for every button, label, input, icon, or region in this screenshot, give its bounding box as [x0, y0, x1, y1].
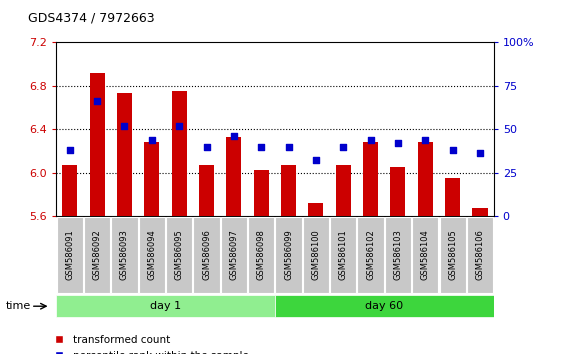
Point — [476, 151, 485, 156]
Point — [148, 137, 157, 142]
Text: time: time — [6, 301, 31, 311]
Text: GSM586091: GSM586091 — [65, 229, 74, 280]
FancyBboxPatch shape — [220, 217, 247, 293]
FancyBboxPatch shape — [248, 217, 274, 293]
FancyBboxPatch shape — [139, 217, 165, 293]
Bar — [281, 165, 296, 216]
Bar — [199, 165, 214, 216]
FancyBboxPatch shape — [303, 217, 329, 293]
FancyBboxPatch shape — [275, 217, 302, 293]
Bar — [445, 178, 460, 216]
Text: GSM586103: GSM586103 — [393, 229, 402, 280]
Bar — [62, 165, 77, 216]
Point — [448, 147, 457, 153]
Point — [93, 99, 102, 104]
Point — [339, 144, 348, 149]
Bar — [363, 142, 378, 216]
Text: GSM586104: GSM586104 — [421, 229, 430, 280]
Text: GSM586095: GSM586095 — [174, 229, 183, 280]
Text: GSM586100: GSM586100 — [311, 229, 320, 280]
Point — [366, 137, 375, 142]
FancyBboxPatch shape — [166, 217, 192, 293]
FancyBboxPatch shape — [56, 295, 275, 318]
FancyBboxPatch shape — [467, 217, 493, 293]
Bar — [390, 167, 406, 216]
FancyBboxPatch shape — [111, 217, 137, 293]
Point — [284, 144, 293, 149]
Point — [393, 140, 402, 146]
Bar — [418, 142, 433, 216]
FancyBboxPatch shape — [275, 295, 494, 318]
FancyBboxPatch shape — [439, 217, 466, 293]
Bar — [172, 91, 187, 216]
Text: GSM586098: GSM586098 — [257, 229, 266, 280]
Bar — [335, 165, 351, 216]
Point — [311, 158, 320, 163]
Text: GSM586101: GSM586101 — [339, 229, 348, 280]
Text: GSM586096: GSM586096 — [202, 229, 211, 280]
FancyBboxPatch shape — [57, 217, 83, 293]
Bar — [254, 170, 269, 216]
Text: GSM586093: GSM586093 — [120, 229, 129, 280]
Text: GSM586097: GSM586097 — [229, 229, 238, 280]
Bar — [472, 209, 488, 216]
Bar — [309, 203, 324, 216]
Point — [120, 123, 129, 129]
Text: GDS4374 / 7972663: GDS4374 / 7972663 — [28, 12, 155, 25]
Point — [257, 144, 266, 149]
Point — [65, 147, 74, 153]
Legend: transformed count, percentile rank within the sample: transformed count, percentile rank withi… — [50, 331, 253, 354]
Text: GSM586092: GSM586092 — [93, 229, 102, 280]
Text: day 60: day 60 — [365, 301, 403, 311]
Text: GSM586094: GSM586094 — [148, 229, 157, 280]
Point — [174, 123, 183, 129]
Bar — [144, 142, 159, 216]
FancyBboxPatch shape — [194, 217, 220, 293]
Text: GSM586106: GSM586106 — [476, 229, 485, 280]
FancyBboxPatch shape — [330, 217, 356, 293]
Point — [421, 137, 430, 142]
Point — [229, 133, 238, 139]
Bar — [90, 73, 105, 216]
Text: day 1: day 1 — [150, 301, 181, 311]
Text: GSM586105: GSM586105 — [448, 229, 457, 280]
Bar — [117, 93, 132, 216]
Bar — [226, 137, 241, 216]
FancyBboxPatch shape — [84, 217, 111, 293]
Text: GSM586102: GSM586102 — [366, 229, 375, 280]
FancyBboxPatch shape — [357, 217, 384, 293]
FancyBboxPatch shape — [385, 217, 411, 293]
Text: GSM586099: GSM586099 — [284, 229, 293, 280]
Point — [202, 144, 211, 149]
FancyBboxPatch shape — [412, 217, 439, 293]
